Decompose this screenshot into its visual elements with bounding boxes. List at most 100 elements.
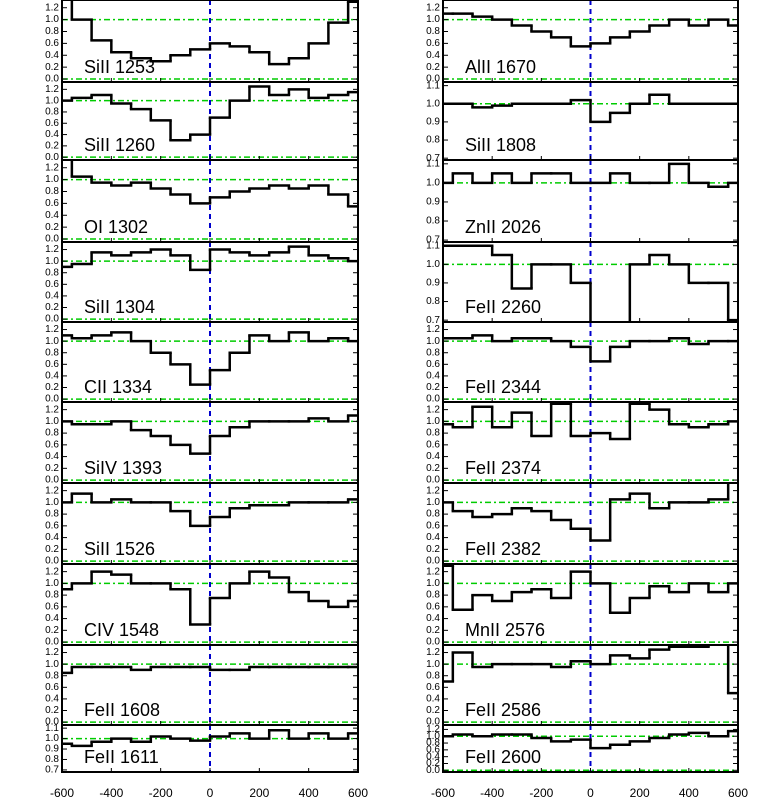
y-tick-label: 0.2 xyxy=(45,463,59,474)
y-tick-label: 0.6 xyxy=(45,359,59,370)
panel xyxy=(443,645,738,725)
y-tick-label: 1.2 xyxy=(45,162,59,173)
line-label: FeII 2260 xyxy=(465,297,541,317)
line-label: CIV 1548 xyxy=(84,620,159,640)
y-tick-label: 0.4 xyxy=(426,532,440,543)
y-tick-label: 1.0 xyxy=(45,256,59,267)
y-tick-label: 0.6 xyxy=(45,439,59,450)
y-tick-label: 0.4 xyxy=(426,751,440,762)
y-tick-label: 0.8 xyxy=(426,428,440,439)
line-label: FeII 1608 xyxy=(84,700,160,720)
panel xyxy=(62,322,358,402)
y-tick-label: 0.6 xyxy=(45,682,59,693)
y-tick-label: 0.8 xyxy=(426,738,440,749)
line-label: CII 1334 xyxy=(84,377,152,397)
y-tick-label: 0.8 xyxy=(45,267,59,278)
y-tick-label: 1.0 xyxy=(45,174,59,185)
y-tick-label: 0.0 xyxy=(426,74,440,85)
panel xyxy=(62,645,358,725)
y-tick-label: 0.6 xyxy=(45,601,59,612)
line-label: SiII 1304 xyxy=(84,297,155,317)
y-tick-label: 1.0 xyxy=(426,416,440,427)
panel xyxy=(62,725,358,772)
x-tick-label: 200 xyxy=(249,786,269,800)
y-tick-label: 0.6 xyxy=(426,682,440,693)
y-tick-label: 0.2 xyxy=(426,544,440,555)
y-tick-label: 0.0 xyxy=(45,394,59,405)
y-tick-label: 1.2 xyxy=(45,485,59,496)
y-tick-label: 0.0 xyxy=(426,717,440,728)
y-tick-label: 1.0 xyxy=(426,497,440,508)
line-label: MnII 2576 xyxy=(465,620,545,640)
y-tick-label: 1.2 xyxy=(426,724,440,735)
y-tick-label: 0.2 xyxy=(45,544,59,555)
y-tick-label: 0.6 xyxy=(45,38,59,49)
y-tick-label: 0.4 xyxy=(426,451,440,462)
y-tick-label: 0.8 xyxy=(45,428,59,439)
y-tick-label: 1.0 xyxy=(45,497,59,508)
y-tick-label: 0.4 xyxy=(426,694,440,705)
y-tick-label: 0.2 xyxy=(45,302,59,313)
y-tick-label: 0.0 xyxy=(426,637,440,648)
line-label: AlII 1670 xyxy=(465,57,536,77)
x-tick-label: -400 xyxy=(99,786,123,800)
y-tick-label: 0.0 xyxy=(45,556,59,567)
line-label: SiIV 1393 xyxy=(84,458,162,478)
y-tick-label: 1.2 xyxy=(426,485,440,496)
y-tick-label: 0.8 xyxy=(45,107,59,118)
y-tick-label: 1.2 xyxy=(426,2,440,13)
y-tick-label: 1.2 xyxy=(45,404,59,415)
y-tick-label: 1.2 xyxy=(426,647,440,658)
panel xyxy=(443,725,738,772)
y-tick-label: 1.0 xyxy=(426,659,440,670)
line-label: FeII 2344 xyxy=(465,377,541,397)
y-tick-label: 0.6 xyxy=(426,520,440,531)
y-tick-label: 0.7 xyxy=(426,315,440,326)
y-tick-label: 0.9 xyxy=(426,197,440,208)
line-label: OI 1302 xyxy=(84,217,148,237)
panel xyxy=(443,322,738,402)
y-tick-label: 1.2 xyxy=(45,324,59,335)
y-tick-label: 1.1 xyxy=(426,158,440,169)
x-tick-label: 600 xyxy=(728,786,748,800)
y-tick-label: 0.0 xyxy=(45,717,59,728)
panel xyxy=(443,564,738,645)
y-tick-label: 0.4 xyxy=(426,50,440,61)
y-tick-label: 0.9 xyxy=(426,117,440,128)
panel xyxy=(443,0,738,82)
y-tick-label: 0.7 xyxy=(426,153,440,164)
y-tick-label: 1.2 xyxy=(45,244,59,255)
y-tick-label: 1.2 xyxy=(45,566,59,577)
x-tick-label: 400 xyxy=(299,786,319,800)
panel xyxy=(443,483,738,564)
y-tick-label: 0.4 xyxy=(45,50,59,61)
y-tick-label: 0.8 xyxy=(45,509,59,520)
line-label: FeII 1611 xyxy=(84,747,159,767)
panel xyxy=(62,0,358,82)
y-tick-label: 0.8 xyxy=(426,509,440,520)
y-tick-label: 1.0 xyxy=(426,578,440,589)
line-label: FeII 2600 xyxy=(465,747,541,767)
y-tick-label: 0.7 xyxy=(45,765,59,776)
y-tick-label: 1.2 xyxy=(426,566,440,577)
line-label: FeII 2382 xyxy=(465,539,541,559)
panel xyxy=(443,82,738,160)
y-tick-label: 0.8 xyxy=(426,590,440,601)
x-tick-label: 600 xyxy=(348,786,368,800)
line-label: SiII 1526 xyxy=(84,539,155,559)
y-tick-label: 0.9 xyxy=(426,278,440,289)
y-tick-label: 0.2 xyxy=(45,62,59,73)
x-tick-label: -400 xyxy=(480,786,504,800)
y-tick-label: 1.0 xyxy=(45,733,59,744)
y-tick-label: 0.6 xyxy=(426,745,440,756)
y-tick-label: 1.0 xyxy=(45,659,59,670)
y-tick-label: 0.4 xyxy=(45,210,59,221)
y-tick-label: 1.0 xyxy=(45,578,59,589)
y-tick-label: 0.6 xyxy=(45,118,59,129)
y-tick-label: 0.6 xyxy=(426,439,440,450)
y-tick-label: 0.6 xyxy=(45,198,59,209)
y-tick-label: 1.0 xyxy=(426,14,440,25)
y-tick-label: 1.0 xyxy=(45,14,59,25)
y-tick-label: 0.2 xyxy=(426,625,440,636)
